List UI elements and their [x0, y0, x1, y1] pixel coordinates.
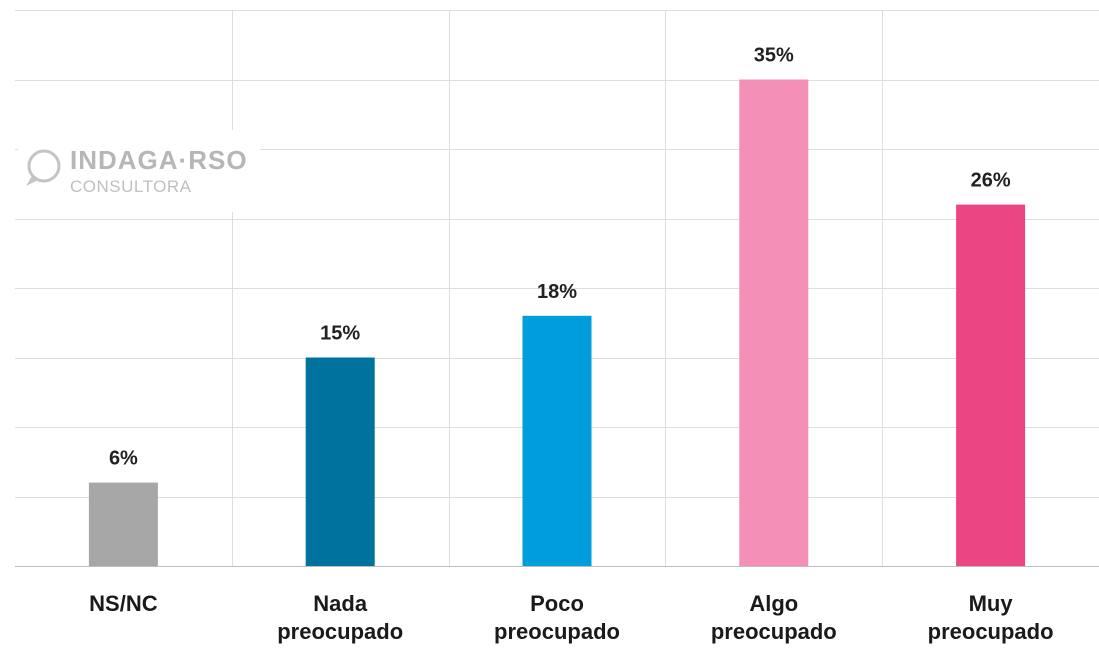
bar-value-label: 18%	[537, 281, 577, 303]
bar-value-label: 6%	[109, 448, 138, 470]
logo-main-text: INDAGA·RSO	[70, 145, 248, 175]
category-label-line: Poco	[530, 591, 584, 616]
category-label-line: Muy	[968, 591, 1013, 616]
category-label: Poco preocupado	[457, 590, 657, 646]
grid-lines	[15, 10, 1099, 567]
bar-value-label: 15%	[320, 323, 360, 345]
category-label: NS/NC	[23, 590, 223, 618]
category-label-line: Algo	[749, 591, 799, 616]
bar-1	[305, 357, 375, 566]
category-label-line: preocupado	[277, 619, 404, 644]
bar-4	[956, 204, 1026, 566]
category-label: Muy preocupado	[891, 590, 1091, 646]
category-label-line: preocupado	[710, 619, 837, 644]
logo-icon	[26, 149, 61, 186]
bars	[88, 79, 1026, 566]
category-label-line: preocupado	[927, 619, 1054, 644]
bar-value-label: 26%	[971, 170, 1011, 192]
bar-0	[88, 482, 158, 566]
value-labels: 6% 15% 18% 35% 26%	[109, 45, 1011, 470]
category-label-line: preocupado	[494, 619, 620, 644]
watermark-logo: INDAGA·RSO CONSULTORA	[18, 130, 260, 212]
category-label: Algo preocupado	[674, 590, 874, 646]
logo-sub-text: CONSULTORA	[70, 177, 192, 196]
bar-value-label: 35%	[754, 45, 794, 67]
bar-2	[522, 315, 592, 566]
category-label-line: Nada	[313, 591, 368, 616]
category-label: Nada preocupado	[240, 590, 440, 646]
category-label-line: NS/NC	[89, 591, 158, 616]
bar-3	[739, 79, 809, 566]
